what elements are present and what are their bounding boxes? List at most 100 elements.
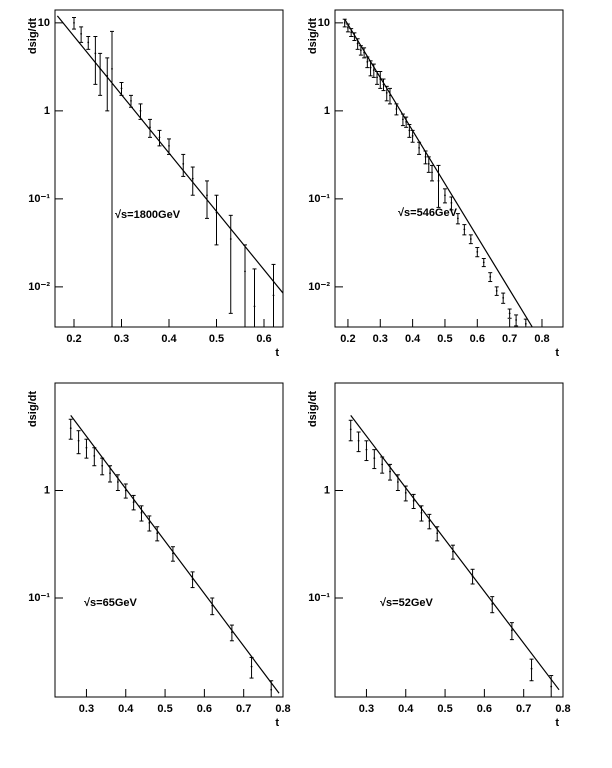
data-point [215, 211, 218, 214]
plot-frame [334, 382, 564, 698]
x-tick-label: 0.2 [66, 333, 81, 345]
data-point [211, 604, 214, 607]
data-point [132, 501, 135, 504]
data-point [80, 32, 83, 35]
data-point [140, 511, 143, 514]
x-tick-label: 0.6 [197, 703, 212, 715]
plot-area [348, 414, 560, 697]
plot-area [342, 18, 533, 327]
x-tick-label: 0.8 [555, 703, 570, 715]
y-tick-label: 1 [324, 105, 330, 117]
y-tick-label: 1 [44, 105, 50, 117]
data-point [191, 578, 194, 580]
x-tick-label: 0.3 [373, 333, 388, 345]
data-point [101, 464, 104, 467]
data-point [111, 67, 113, 70]
data-point [444, 194, 446, 197]
data-point [428, 520, 431, 522]
fit-line [70, 415, 280, 694]
data-point [347, 26, 349, 29]
data-point [350, 31, 353, 34]
data-point [385, 92, 388, 94]
annotation: √s=546GeV [398, 207, 458, 219]
data-point [436, 532, 439, 535]
data-point [482, 261, 485, 264]
plot-area [56, 15, 283, 327]
data-point [372, 69, 375, 72]
y-axis-label: dsig/dt [307, 391, 319, 427]
data-point [69, 427, 72, 430]
data-point [93, 454, 96, 457]
data-point [396, 481, 399, 483]
data-point [206, 194, 208, 197]
data-point [106, 74, 109, 77]
data-point [431, 171, 433, 174]
data-point [369, 66, 372, 69]
data-point [550, 685, 553, 688]
x-tick-label: 0.3 [79, 703, 94, 715]
data-point [356, 42, 359, 45]
data-point [366, 61, 369, 63]
x-tick-label: 0.3 [114, 333, 129, 345]
data-point [343, 21, 346, 24]
y-tick-label: 10⁻² [308, 281, 330, 293]
y-axis-label: dsig/dt [27, 391, 39, 427]
data-point [250, 665, 253, 668]
data-point [124, 489, 127, 492]
annotation: √s=52GeV [380, 597, 433, 609]
x-tick-label: 0.4 [405, 333, 421, 345]
plot-frame [54, 382, 284, 698]
data-point [515, 319, 518, 321]
y-tick-label: 1 [44, 484, 50, 496]
data-point [411, 134, 414, 137]
data-point [405, 120, 408, 123]
x-tick-label: 0.6 [477, 703, 492, 715]
data-point [491, 603, 494, 605]
data-point [99, 67, 102, 70]
panel: 0.3 0.4 0.5 0.6 0.7 0.8 1 10⁻¹ t dsig/dt √s=52GeV [307, 382, 571, 729]
y-tick-label: 10⁻¹ [308, 193, 330, 205]
y-axis-label: dsig/dt [27, 18, 39, 54]
data-point [469, 238, 472, 240]
data-point [508, 312, 511, 315]
data-point [463, 228, 466, 231]
x-tick-label: 0.7 [502, 333, 517, 345]
x-tick-label: 0.5 [157, 703, 172, 715]
data-point [452, 550, 454, 553]
x-tick-label: 0.7 [236, 703, 251, 715]
data-point [158, 136, 161, 139]
data-point [502, 296, 505, 299]
x-tick-label: 0.8 [534, 333, 549, 345]
data-point [130, 99, 132, 102]
x-tick-label: 0.6 [470, 333, 485, 345]
y-tick-label: 10⁻¹ [308, 592, 330, 604]
data-point [229, 238, 232, 240]
data-point [156, 532, 159, 535]
data-point [476, 250, 479, 253]
data-point [389, 470, 391, 473]
data-point [191, 177, 194, 180]
x-tick-label: 0.5 [437, 703, 452, 715]
data-point [495, 290, 498, 292]
data-point [139, 109, 142, 112]
plot-frame [54, 9, 284, 328]
data-point [395, 108, 398, 110]
data-point [381, 463, 384, 466]
data-point [420, 511, 423, 514]
panel: 0.2 0.3 0.4 0.5 0.6 10 1 10⁻¹ 10⁻² t dsig/dt √s=180… [27, 9, 284, 359]
data-point [230, 631, 233, 634]
fit-line [350, 414, 560, 691]
data-point [524, 322, 527, 325]
x-tick-label: 0.4 [118, 703, 134, 715]
x-tick-label: 0.2 [340, 333, 355, 345]
plot-area [68, 415, 280, 697]
data-point [382, 83, 385, 86]
x-tick-label: 0.4 [398, 703, 414, 715]
y-tick-label: 10 [38, 17, 50, 29]
data-point [412, 500, 415, 502]
data-point [94, 52, 97, 55]
data-point [450, 201, 453, 204]
data-point [456, 217, 459, 220]
annotation: √s=1800GeV [115, 209, 181, 221]
